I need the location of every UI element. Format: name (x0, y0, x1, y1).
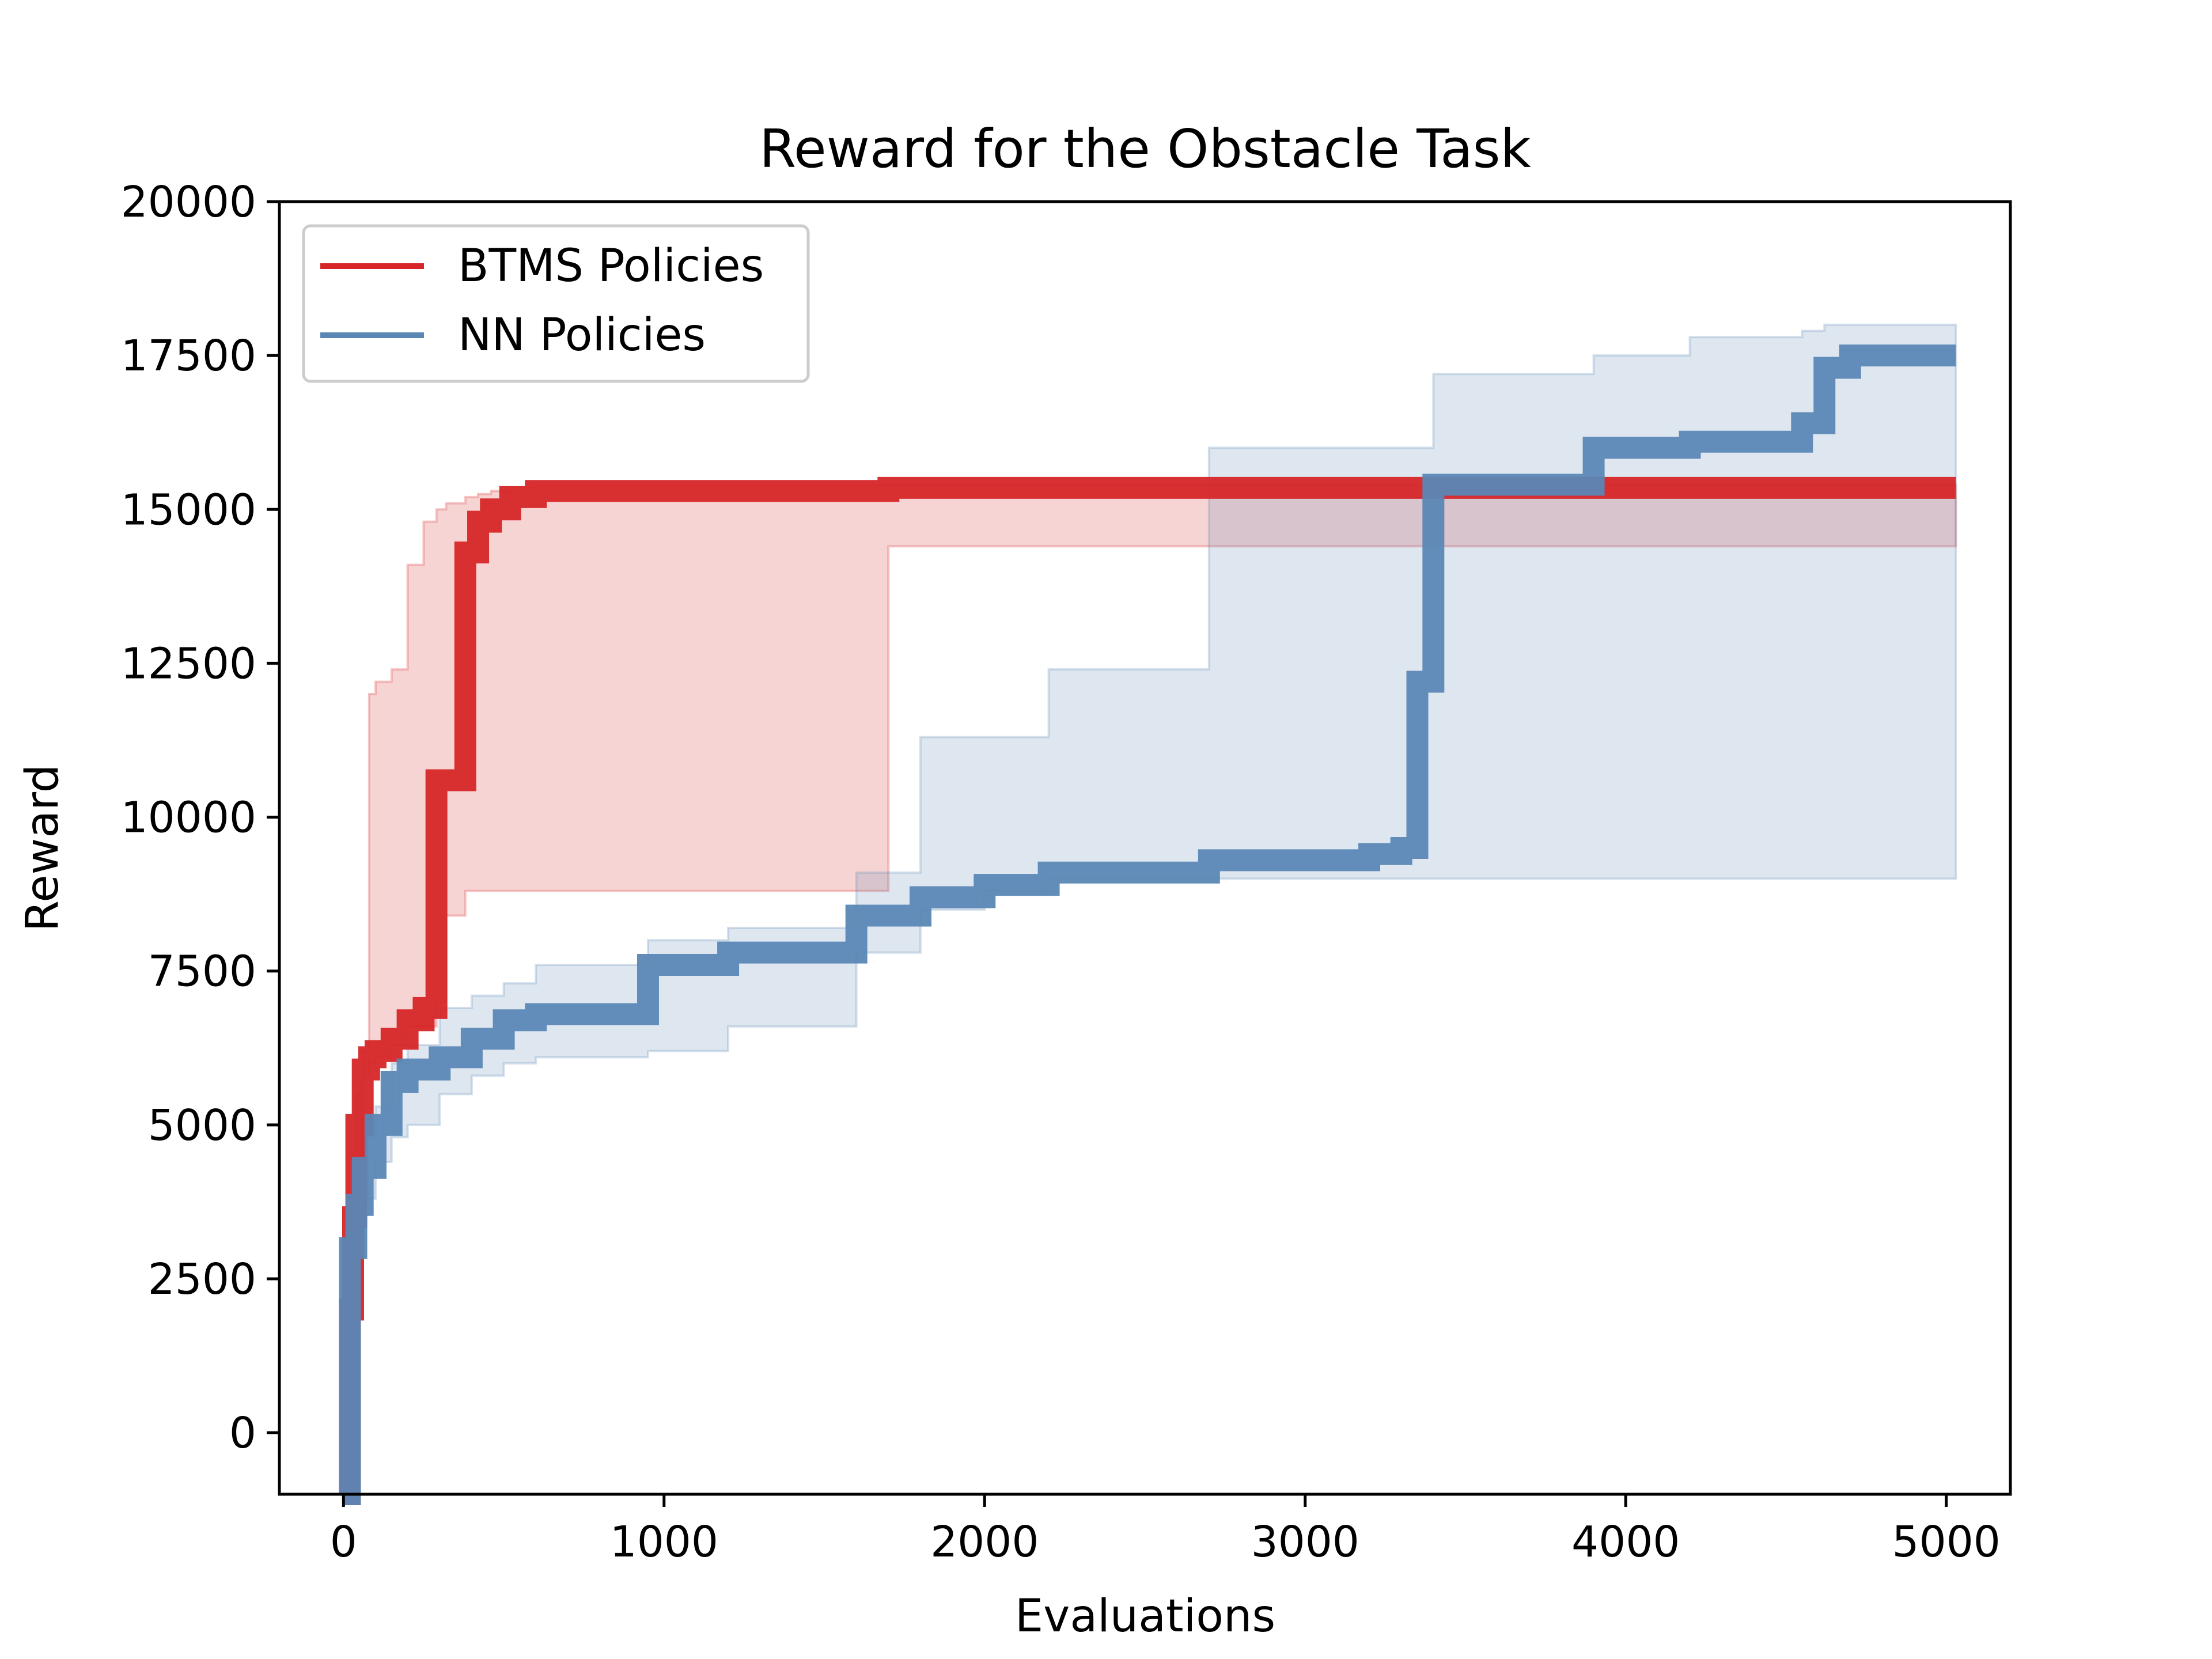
y-tick-label: 2500 (148, 1255, 256, 1304)
y-tick-label: 10000 (121, 793, 256, 843)
y-axis-label: Reward (17, 764, 69, 931)
y-tick-label: 20000 (121, 177, 256, 227)
x-axis-ticks: 0 1000 2000 3000 4000 5000 (330, 1494, 2001, 1567)
x-tick-label: 4000 (1571, 1517, 1680, 1567)
y-axis-ticks: 0 2500 5000 7500 10000 12500 15000 17500 20000 (121, 177, 279, 1458)
y-tick-label: 5000 (148, 1101, 256, 1150)
chart-title: Reward for the Obstacle Task (759, 118, 1531, 180)
x-tick-label: 5000 (1892, 1517, 2001, 1567)
x-tick-label: 1000 (610, 1517, 718, 1567)
y-tick-label: 12500 (121, 639, 256, 688)
line-btms (339, 476, 1956, 1505)
y-tick-label: 17500 (121, 331, 256, 381)
legend-label-nn: NN Policies (458, 309, 706, 361)
legend-box (302, 224, 810, 383)
band-nn (343, 323, 1957, 1495)
x-tick-label: 2000 (930, 1517, 1039, 1567)
plot-frame (278, 200, 2012, 1496)
x-tick-label: 0 (330, 1517, 357, 1567)
series-lines (339, 344, 1956, 1505)
y-tick-label: 15000 (121, 485, 256, 535)
y-tick-label: 0 (229, 1408, 256, 1458)
line-nn (339, 344, 1956, 1505)
legend-label-btms: BTMS Policies (458, 240, 764, 292)
x-tick-label: 3000 (1251, 1517, 1359, 1567)
y-tick-label: 7500 (148, 947, 256, 997)
legend: BTMS Policies NN Policies (302, 224, 810, 383)
x-axis-label: Evaluations (1015, 1590, 1275, 1642)
